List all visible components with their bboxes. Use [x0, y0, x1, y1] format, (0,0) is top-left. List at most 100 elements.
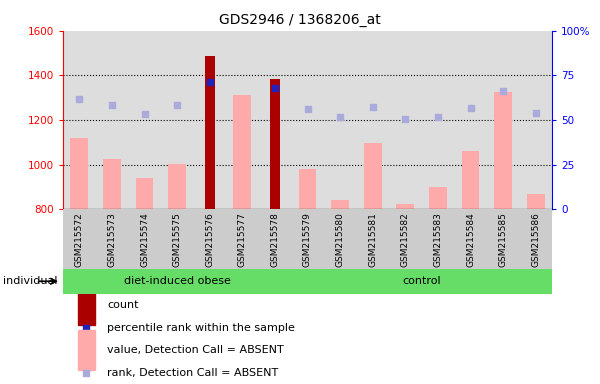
Point	[401, 116, 410, 122]
Point	[172, 103, 182, 109]
Bar	[291, 269, 552, 294]
Bar	[70, 138, 88, 209]
Text: GSM215578: GSM215578	[271, 212, 280, 267]
Text: GSM215576: GSM215576	[205, 212, 214, 267]
Bar	[233, 96, 251, 209]
Point	[303, 106, 313, 112]
Bar	[161, 31, 193, 209]
Bar	[136, 178, 154, 209]
Bar	[324, 31, 356, 209]
Bar	[95, 31, 128, 209]
Bar	[364, 144, 382, 209]
Bar	[324, 209, 356, 269]
Bar	[422, 31, 454, 209]
Bar	[487, 31, 520, 209]
Bar	[128, 209, 161, 269]
Bar	[259, 31, 291, 209]
Point	[107, 103, 117, 109]
Bar	[259, 31, 291, 209]
Bar	[520, 209, 552, 269]
Point	[368, 104, 377, 110]
Text: rank, Detection Call = ABSENT: rank, Detection Call = ABSENT	[107, 368, 278, 378]
Bar	[389, 31, 422, 209]
Bar	[324, 31, 356, 209]
Text: GSM215581: GSM215581	[368, 212, 377, 267]
Bar	[205, 56, 215, 209]
Text: GSM215584: GSM215584	[466, 212, 475, 267]
Text: GSM215575: GSM215575	[173, 212, 182, 267]
Text: count: count	[107, 300, 139, 310]
Point	[82, 324, 91, 331]
Bar	[226, 31, 259, 209]
Bar	[128, 31, 161, 209]
Text: GDS2946 / 1368206_at: GDS2946 / 1368206_at	[219, 13, 381, 27]
Bar	[291, 209, 324, 269]
Bar	[63, 209, 95, 269]
Bar	[461, 151, 479, 209]
Bar	[299, 169, 316, 209]
Bar	[527, 194, 545, 209]
Text: GSM215573: GSM215573	[107, 212, 116, 267]
Bar	[356, 31, 389, 209]
Point	[74, 96, 84, 102]
Bar	[168, 164, 186, 209]
Bar	[161, 31, 193, 209]
Bar	[389, 31, 422, 209]
Point	[499, 88, 508, 94]
Point	[433, 114, 443, 120]
Point	[82, 370, 91, 376]
Point	[205, 79, 215, 85]
Bar	[226, 209, 259, 269]
Bar	[77, 330, 95, 371]
Bar	[454, 31, 487, 209]
Bar	[63, 31, 95, 209]
Bar	[63, 31, 95, 209]
Bar	[63, 269, 291, 294]
Bar	[454, 31, 487, 209]
Text: GSM215586: GSM215586	[531, 212, 540, 267]
Point	[466, 105, 475, 111]
Bar	[520, 31, 552, 209]
Point	[335, 114, 345, 120]
Text: GSM215572: GSM215572	[75, 212, 84, 267]
Bar	[454, 209, 487, 269]
Bar	[487, 31, 520, 209]
Text: GSM215582: GSM215582	[401, 212, 410, 267]
Text: GSM215579: GSM215579	[303, 212, 312, 267]
Bar	[356, 209, 389, 269]
Bar	[193, 31, 226, 209]
Bar	[422, 209, 454, 269]
Text: GSM215574: GSM215574	[140, 212, 149, 267]
Text: GSM215583: GSM215583	[433, 212, 442, 267]
Bar	[77, 285, 95, 325]
Bar	[103, 159, 121, 209]
Bar	[397, 204, 414, 209]
Bar	[259, 209, 291, 269]
Bar	[128, 31, 161, 209]
Bar	[291, 31, 324, 209]
Bar	[193, 31, 226, 209]
Bar	[161, 209, 193, 269]
Bar	[422, 31, 454, 209]
Text: GSM215577: GSM215577	[238, 212, 247, 267]
Bar	[356, 31, 389, 209]
Text: percentile rank within the sample: percentile rank within the sample	[107, 323, 295, 333]
Bar	[193, 209, 226, 269]
Text: value, Detection Call = ABSENT: value, Detection Call = ABSENT	[107, 345, 284, 355]
Bar	[389, 209, 422, 269]
Text: GSM215585: GSM215585	[499, 212, 508, 267]
Bar	[520, 31, 552, 209]
Bar	[291, 31, 324, 209]
Text: control: control	[402, 276, 441, 286]
Bar	[95, 209, 128, 269]
Bar	[95, 31, 128, 209]
Bar	[487, 209, 520, 269]
Bar	[429, 187, 447, 209]
Point	[270, 84, 280, 91]
Point	[140, 111, 149, 118]
Bar	[226, 31, 259, 209]
Text: individual: individual	[3, 276, 58, 286]
Point	[531, 110, 541, 116]
Bar	[331, 200, 349, 209]
Text: GSM215580: GSM215580	[335, 212, 344, 267]
